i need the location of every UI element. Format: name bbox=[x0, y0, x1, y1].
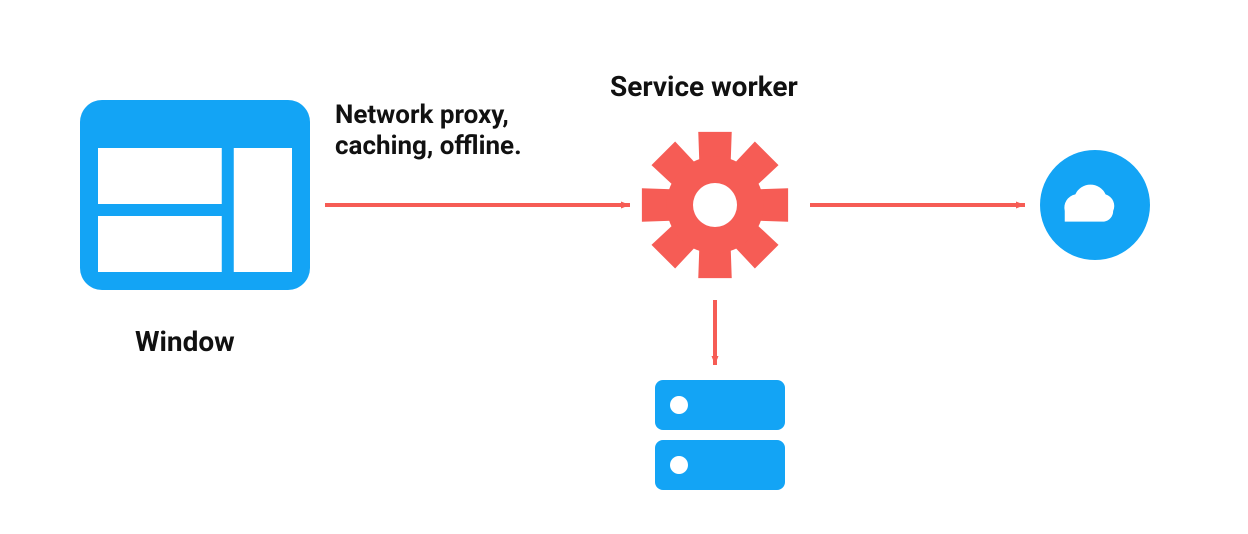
window-label: Window bbox=[135, 325, 235, 359]
storage-icon bbox=[655, 380, 785, 490]
arrow-caption-label: Network proxy, caching, offline. bbox=[335, 100, 522, 162]
cloud-icon bbox=[1040, 150, 1150, 260]
gear-icon bbox=[642, 132, 788, 278]
service-worker-label: Service worker bbox=[610, 70, 798, 104]
window-icon bbox=[80, 100, 310, 290]
